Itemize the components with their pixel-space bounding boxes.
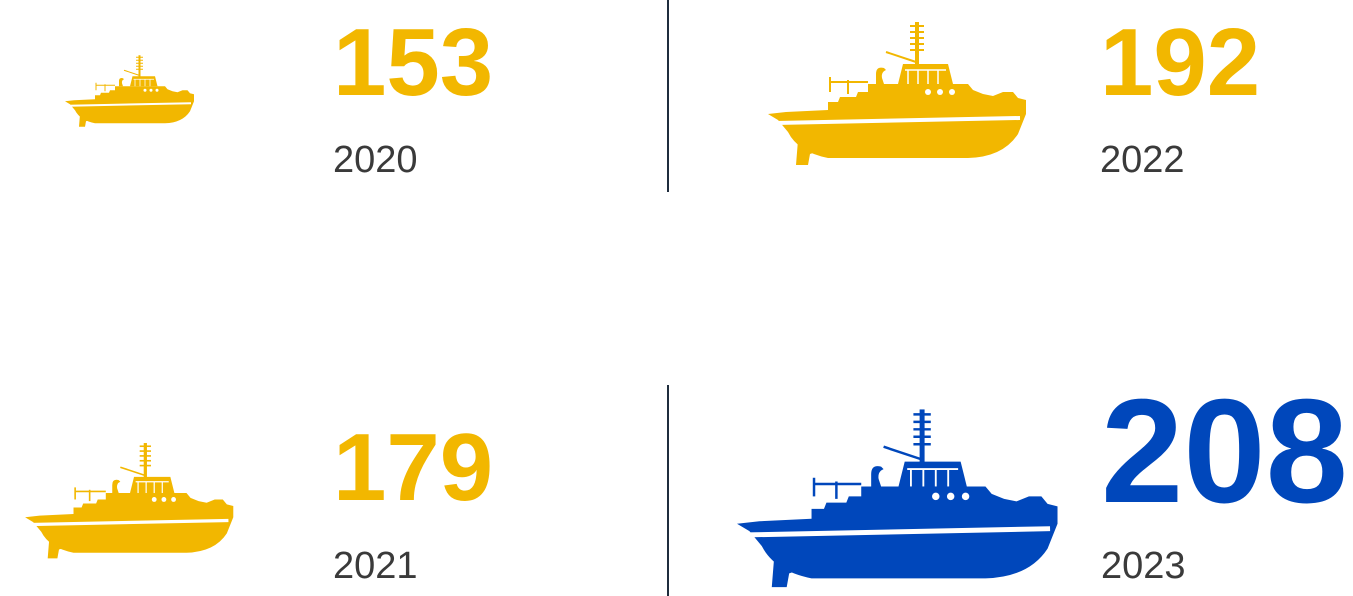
tugboat-icon	[65, 55, 194, 127]
tugboat-icon	[768, 22, 1026, 165]
tugboat-icon	[25, 443, 233, 558]
stat-year: 2020	[333, 139, 418, 181]
stat-year: 2023	[1101, 545, 1186, 587]
stat-year: 2022	[1100, 139, 1185, 181]
stat-value: 208	[1101, 369, 1348, 534]
infographic: 153 2020 179 2021 192 2022 208 2023	[0, 0, 1353, 596]
stat-value: 179	[333, 414, 493, 521]
stat-year: 2021	[333, 545, 418, 587]
stat-value: 153	[333, 9, 493, 116]
tugboat-icon	[737, 409, 1058, 587]
stat-value: 192	[1100, 9, 1260, 116]
